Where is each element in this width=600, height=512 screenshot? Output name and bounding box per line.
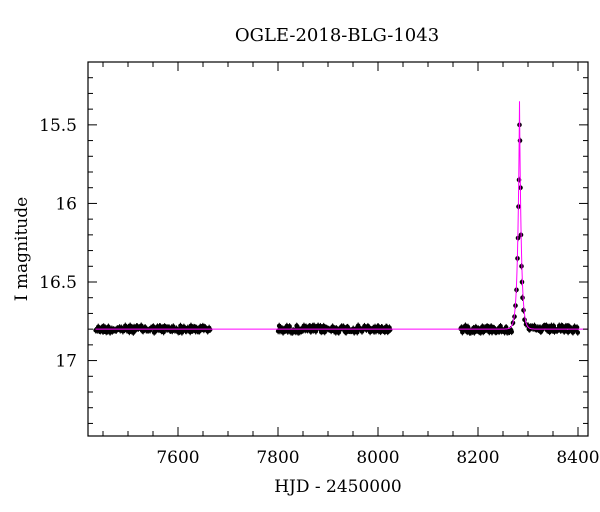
x-tick-label: 8400 (556, 448, 599, 468)
x-tick-labels: 7600 7800 8000 8200 8400 (156, 448, 599, 468)
data-point (287, 324, 292, 329)
data-point (520, 295, 525, 301)
y-tick-label: 17 (55, 352, 77, 372)
model-curve (95, 101, 588, 330)
chart-title: OGLE-2018-BLG-1043 (235, 25, 439, 46)
data-point (574, 325, 580, 330)
x-tick-label: 7800 (256, 448, 299, 468)
axis-ticks (88, 62, 588, 436)
y-tick-label: 15.5 (39, 116, 77, 136)
data-point (509, 329, 515, 335)
data-points-layer (93, 121, 581, 336)
data-point (503, 324, 509, 330)
x-axis-label: HJD - 2450000 (274, 477, 402, 497)
plot-frame (87, 61, 589, 437)
data-point (207, 327, 213, 333)
x-tick-label: 7600 (156, 448, 199, 468)
model-curve-layer (95, 101, 588, 330)
y-tick-labels: 15.5 16 16.5 17 (39, 116, 77, 372)
x-tick-label: 8000 (356, 448, 399, 468)
data-point (161, 329, 166, 335)
data-point (575, 330, 581, 335)
y-axis-label: I magnitude (12, 197, 32, 301)
data-point (551, 323, 557, 329)
data-point (387, 327, 393, 333)
data-point (498, 323, 503, 329)
x-tick-label: 8200 (456, 448, 499, 468)
data-point (565, 329, 571, 335)
y-tick-label: 16 (55, 194, 77, 214)
y-tick-label: 16.5 (39, 273, 77, 293)
